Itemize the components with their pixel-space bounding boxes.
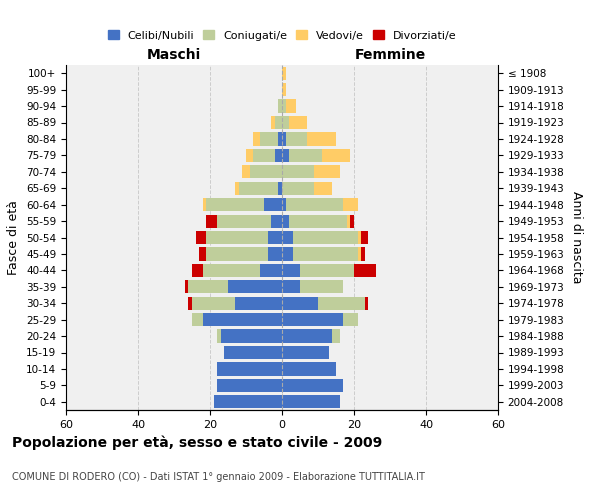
Bar	[282, 165, 314, 178]
Bar	[253, 149, 275, 162]
Bar	[275, 116, 282, 129]
Bar	[289, 214, 347, 228]
Bar	[282, 313, 343, 326]
Bar	[282, 231, 293, 244]
Bar	[332, 330, 340, 342]
Bar	[268, 248, 282, 260]
Bar	[282, 248, 293, 260]
Bar	[318, 296, 365, 310]
Text: COMUNE DI RODERO (CO) - Dati ISTAT 1° gennaio 2009 - Elaborazione TUTTITALIA.IT: COMUNE DI RODERO (CO) - Dati ISTAT 1° ge…	[12, 472, 425, 482]
Bar	[203, 198, 206, 211]
Bar	[282, 346, 329, 359]
Bar	[286, 198, 343, 211]
Bar	[235, 182, 239, 195]
Bar	[271, 214, 282, 228]
Bar	[282, 132, 286, 145]
Bar	[282, 149, 289, 162]
Bar	[282, 330, 332, 342]
Bar	[278, 100, 282, 112]
Bar	[221, 330, 282, 342]
Bar	[307, 132, 336, 145]
Bar	[282, 264, 300, 277]
Bar	[206, 214, 217, 228]
Bar	[282, 379, 343, 392]
Bar	[217, 330, 221, 342]
Bar	[286, 100, 296, 112]
Bar	[242, 165, 250, 178]
Bar	[188, 296, 192, 310]
Bar	[350, 214, 354, 228]
Bar	[293, 248, 358, 260]
Bar	[206, 231, 268, 244]
Bar	[206, 248, 268, 260]
Bar	[322, 149, 350, 162]
Bar	[282, 83, 286, 96]
Bar	[300, 264, 354, 277]
Bar	[199, 248, 206, 260]
Bar	[282, 100, 286, 112]
Bar	[239, 182, 278, 195]
Bar	[347, 214, 350, 228]
Bar	[264, 198, 282, 211]
Bar	[192, 313, 203, 326]
Bar	[365, 296, 368, 310]
Y-axis label: Anni di nascita: Anni di nascita	[570, 191, 583, 284]
Bar	[361, 248, 365, 260]
Bar	[300, 280, 343, 293]
Bar	[228, 280, 282, 293]
Bar	[289, 149, 322, 162]
Bar	[268, 231, 282, 244]
Bar	[260, 132, 278, 145]
Bar	[293, 231, 358, 244]
Bar	[278, 132, 282, 145]
Bar	[314, 182, 332, 195]
Bar	[289, 116, 307, 129]
Bar	[358, 231, 361, 244]
Legend: Celibi/Nubili, Coniugati/e, Vedovi/e, Divorziati/e: Celibi/Nubili, Coniugati/e, Vedovi/e, Di…	[103, 26, 461, 45]
Bar	[192, 264, 203, 277]
Bar	[282, 296, 318, 310]
Text: Maschi: Maschi	[147, 48, 201, 62]
Bar	[217, 362, 282, 376]
Bar	[282, 214, 289, 228]
Bar	[361, 231, 368, 244]
Bar	[271, 116, 275, 129]
Bar	[214, 395, 282, 408]
Bar	[235, 296, 282, 310]
Bar	[282, 198, 286, 211]
Bar	[343, 198, 358, 211]
Y-axis label: Fasce di età: Fasce di età	[7, 200, 20, 275]
Bar	[206, 198, 264, 211]
Bar	[282, 182, 314, 195]
Bar	[250, 165, 282, 178]
Text: Femmine: Femmine	[355, 48, 425, 62]
Bar	[260, 264, 282, 277]
Bar	[354, 264, 376, 277]
Bar	[358, 248, 361, 260]
Bar	[185, 280, 188, 293]
Bar	[286, 132, 307, 145]
Bar	[253, 132, 260, 145]
Bar	[314, 165, 340, 178]
Bar	[282, 280, 300, 293]
Bar	[217, 379, 282, 392]
Bar	[217, 214, 271, 228]
Bar	[203, 264, 260, 277]
Text: Popolazione per età, sesso e stato civile - 2009: Popolazione per età, sesso e stato civil…	[12, 435, 382, 450]
Bar	[278, 182, 282, 195]
Bar	[246, 149, 253, 162]
Bar	[282, 116, 289, 129]
Bar	[196, 231, 206, 244]
Bar	[282, 66, 286, 80]
Bar	[282, 362, 336, 376]
Bar	[282, 395, 340, 408]
Bar	[343, 313, 358, 326]
Bar	[188, 280, 228, 293]
Bar	[203, 313, 282, 326]
Bar	[192, 296, 235, 310]
Bar	[275, 149, 282, 162]
Bar	[224, 346, 282, 359]
